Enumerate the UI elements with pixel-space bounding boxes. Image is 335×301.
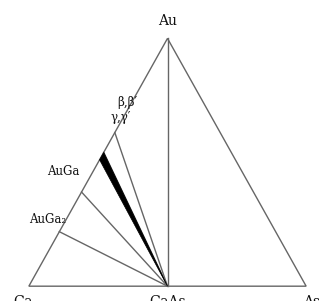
Text: AuGa₂: AuGa₂ [28,213,66,226]
Text: Ga: Ga [13,295,33,301]
Text: β,β′: β,β′ [117,96,137,109]
Text: GaAs: GaAs [149,295,186,301]
Text: γ,γ′: γ,γ′ [111,111,131,124]
Text: Au: Au [158,14,177,28]
Text: AuGa: AuGa [47,165,79,178]
Polygon shape [99,152,168,286]
Text: As: As [304,295,321,301]
